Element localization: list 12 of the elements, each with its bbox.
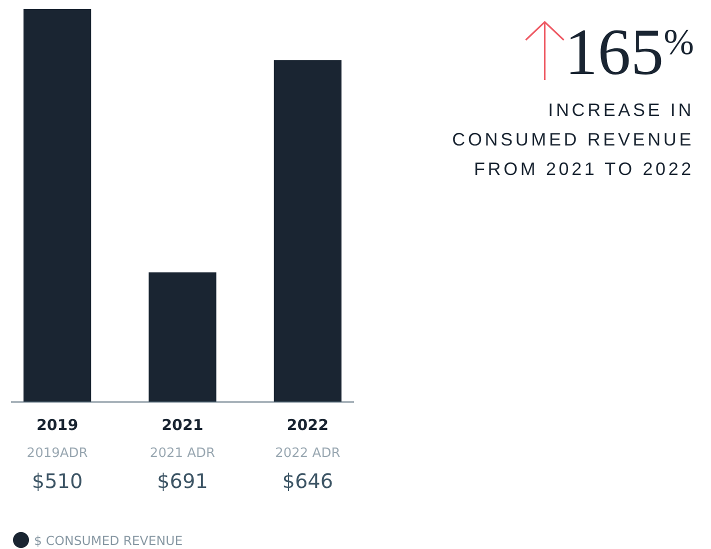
x-tick-label: 2021 bbox=[162, 416, 204, 434]
text: INCREASE IN CONSUMED REVENUE FROM 2021 TO 2022 bbox=[452, 100, 694, 179]
text: 2022 ADR bbox=[275, 446, 340, 461]
text: $510 bbox=[32, 469, 83, 493]
x-tick-label: 2022 bbox=[286, 416, 329, 434]
text: $646 bbox=[282, 469, 334, 493]
text: 2019ADR bbox=[26, 446, 88, 461]
x-tick-label: 2019 bbox=[36, 416, 78, 434]
legend-label: $ CONSUMED REVENUE bbox=[34, 533, 183, 548]
text: $691 bbox=[157, 469, 208, 493]
text: 2021 ADR bbox=[150, 446, 216, 461]
text: 165$^{%}$ bbox=[564, 16, 694, 89]
